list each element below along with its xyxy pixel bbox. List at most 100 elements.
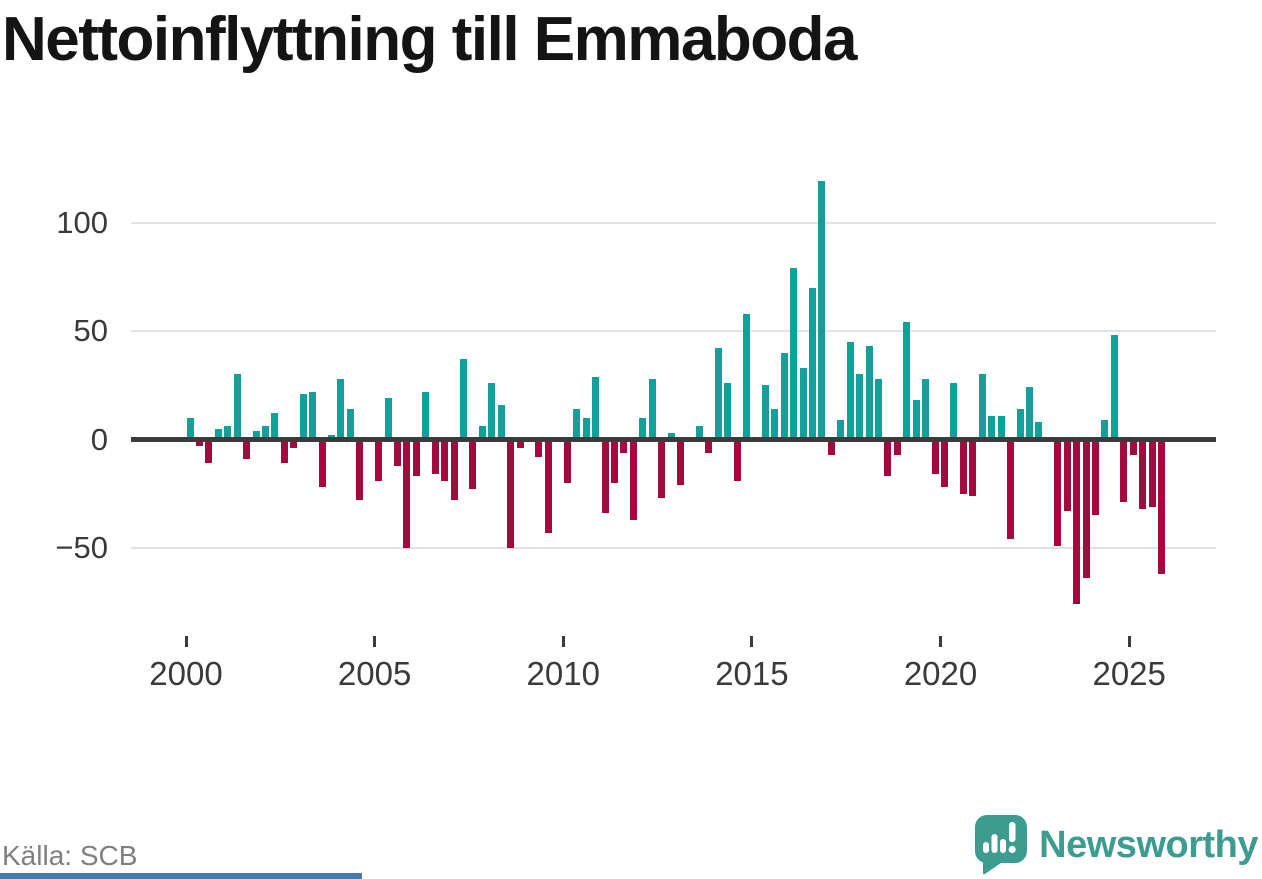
bar-2024Q3 — [1110, 335, 1118, 440]
bar-2014Q4 — [742, 313, 750, 440]
x-axis-tick-label: 2015 — [715, 655, 789, 692]
bar-2013Q4 — [705, 439, 713, 453]
bar-2012Q2 — [648, 378, 656, 440]
bar-2016Q4 — [818, 181, 826, 440]
bar-2022Q3 — [1035, 422, 1043, 440]
bar-2018Q4 — [893, 439, 901, 455]
y-axis-tick-label: 50 — [73, 313, 108, 348]
bar-2024Q2 — [1101, 419, 1109, 440]
bar-2022Q1 — [1016, 409, 1024, 440]
bar-2025Q1 — [1129, 439, 1137, 455]
bar-2008Q3 — [507, 439, 515, 548]
x-axis-tick-label: 2010 — [526, 655, 600, 692]
source-note: Källa: SCB — [2, 840, 138, 871]
x-axis-tick-label: 2005 — [337, 655, 412, 692]
bar-2023Q1 — [1054, 439, 1062, 546]
bar-2015Q2 — [761, 385, 769, 440]
bar-2000Q3 — [205, 439, 213, 464]
bar-2021Q3 — [997, 415, 1005, 440]
bar-2017Q2 — [837, 419, 845, 440]
bar-2020Q4 — [969, 439, 977, 496]
bar-2011Q2 — [610, 439, 618, 483]
newsworthy-speech-bubble-icon — [975, 815, 1028, 875]
bar-2003Q3 — [318, 439, 326, 488]
bar-2007Q4 — [478, 426, 486, 440]
bar-2002Q1 — [261, 426, 269, 440]
bar-2014Q3 — [733, 439, 741, 481]
bar-2005Q4 — [403, 439, 411, 548]
bar-2016Q2 — [799, 367, 807, 440]
icon-exclamation-stem — [1009, 822, 1016, 842]
bar-2019Q2 — [912, 400, 920, 440]
bar-2017Q3 — [846, 341, 854, 440]
bar-2008Q1 — [488, 383, 496, 440]
bar-2025Q3 — [1148, 439, 1156, 507]
bar-2000Q1 — [186, 417, 194, 440]
bar-2017Q4 — [856, 374, 864, 440]
bar-2006Q4 — [441, 439, 449, 481]
y-axis-tick-label: 0 — [90, 421, 108, 457]
bar-2010Q3 — [582, 417, 590, 440]
x-axis-tick-2020 — [939, 636, 943, 647]
gridline-y--50 — [131, 547, 1216, 549]
x-axis-tick-label: 2025 — [1092, 655, 1166, 692]
chart-title: Nettoinflyttning till Emmaboda — [2, 5, 857, 74]
bar-2014Q2 — [724, 383, 732, 440]
bar-2004Q3 — [356, 439, 364, 501]
gridline-y-50 — [131, 330, 1216, 332]
bar-2008Q2 — [497, 404, 505, 440]
bar-2010Q4 — [592, 376, 600, 440]
bar-2022Q2 — [1025, 387, 1033, 440]
bar-2005Q3 — [394, 439, 401, 466]
bar-2021Q4 — [1007, 439, 1015, 540]
bar-2009Q2 — [535, 439, 543, 457]
gridline-y-100 — [131, 221, 1216, 224]
bar-2015Q4 — [780, 352, 788, 440]
bar-2007Q2 — [460, 359, 468, 440]
bar-2006Q3 — [431, 439, 439, 475]
bar-2001Q2 — [233, 374, 241, 440]
bar-2012Q1 — [639, 417, 647, 440]
bar-2023Q3 — [1073, 439, 1081, 605]
bar-2020Q2 — [950, 383, 958, 440]
bar-2001Q4 — [252, 430, 260, 440]
bar-2006Q1 — [412, 439, 420, 477]
newsworthy-logo: Newsworthy — [975, 815, 1258, 875]
x-axis-tick-2000 — [184, 636, 188, 647]
bar-2020Q3 — [959, 439, 967, 494]
icon-exclamation-dot — [1008, 845, 1016, 854]
bar-2016Q3 — [809, 287, 816, 440]
footer-accent-bar — [0, 873, 362, 879]
y-axis-tick-label: 100 — [56, 204, 108, 240]
bar-2013Q3 — [695, 426, 703, 440]
zero-baseline — [131, 437, 1216, 442]
bar-2005Q2 — [384, 398, 392, 440]
bar-2006Q2 — [422, 391, 430, 440]
icon-bar-2 — [991, 834, 998, 853]
bar-2009Q3 — [544, 439, 552, 533]
bar-2002Q2 — [271, 413, 279, 440]
bar-2019Q1 — [903, 322, 911, 440]
bar-2024Q4 — [1120, 439, 1128, 503]
x-axis-tick-2010 — [561, 636, 565, 647]
bar-2025Q2 — [1139, 439, 1147, 509]
bar-2023Q4 — [1082, 439, 1090, 579]
bar-2001Q3 — [243, 439, 251, 460]
bar-2008Q4 — [516, 439, 524, 449]
bar-2012Q4 — [667, 432, 675, 440]
bar-2011Q1 — [601, 439, 609, 514]
bar-2007Q1 — [450, 439, 458, 501]
bar-2015Q3 — [771, 409, 779, 440]
bar-2021Q1 — [978, 374, 986, 440]
bar-2017Q1 — [827, 439, 835, 455]
bar-2012Q3 — [658, 439, 666, 499]
bar-2025Q4 — [1157, 439, 1165, 575]
bar-2000Q4 — [214, 428, 222, 440]
bar-2024Q1 — [1091, 439, 1099, 516]
bar-2018Q3 — [884, 439, 892, 477]
bar-2004Q2 — [346, 409, 354, 440]
bar-2014Q1 — [714, 348, 722, 440]
bar-2018Q2 — [875, 378, 883, 440]
bar-2001Q1 — [224, 426, 232, 440]
